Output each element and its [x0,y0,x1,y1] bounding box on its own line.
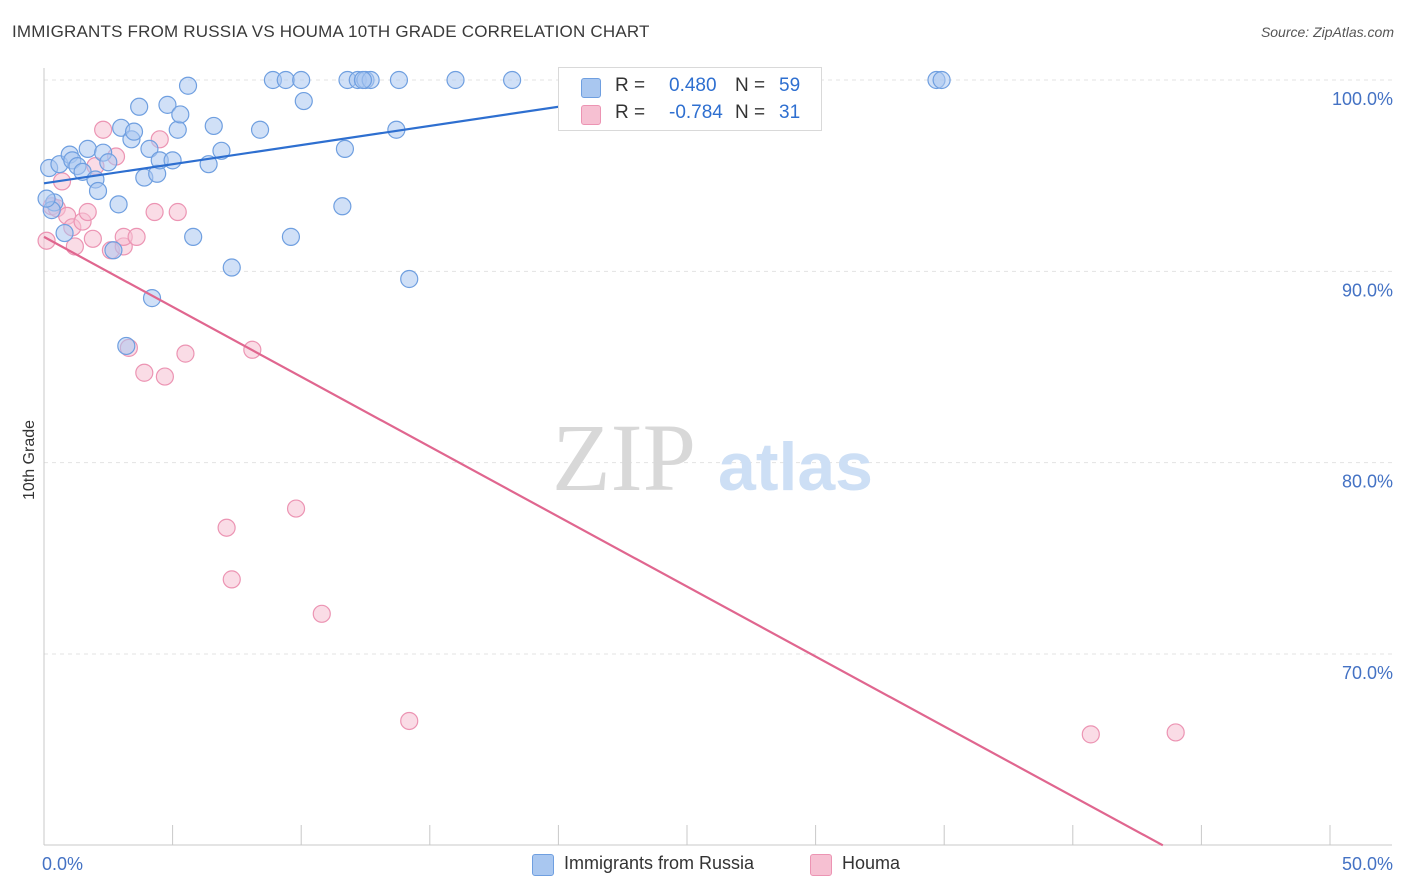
russia-point [503,70,522,90]
russia-point [292,70,311,90]
russia-point [171,105,190,124]
houma-point [83,229,102,248]
y-tick-label: 90.0% [1342,280,1393,300]
houma-point [176,344,195,363]
legend-r-label: R = [615,75,646,96]
houma-point [222,570,241,589]
russia-point [163,151,182,170]
houma-point [286,499,306,518]
houma-point [127,227,146,246]
russia-point [124,122,144,141]
y-tick-label: 70.0% [1342,663,1393,683]
russia-point [353,70,373,90]
russia-legend-label: Immigrants from Russia [564,853,755,873]
houma-point [94,120,113,139]
houma-point [217,518,236,537]
houma-points [37,120,1185,744]
houma-point [1081,725,1100,744]
russia-point [212,141,231,160]
russia-point [99,153,118,172]
y-axis-title: 10th Grade [21,420,38,500]
y-tick-label: 100.0% [1332,89,1393,109]
y-tick-label: 80.0% [1342,472,1393,492]
watermark-zip: ZIP [552,404,696,511]
russia-point [389,70,409,90]
russia-point [117,336,136,356]
russia-point [400,269,419,289]
stats-legend: R = 0.480 N = 59 R = -0.784 N = 31 [558,67,822,131]
russia-point [281,227,301,246]
legend-n-label: N = [735,75,766,96]
watermark-atlas: atlas [718,429,873,505]
chart-title: IMMIGRANTS FROM RUSSIA VS HOUMA 10TH GRA… [12,22,650,41]
legend-n-value: 59 [779,75,801,96]
houma-point [1166,723,1185,742]
russia-point [932,70,951,90]
houma-point [145,202,164,222]
russia-point [109,195,128,214]
houma-point [400,711,419,731]
legend-r-value: -0.784 [669,102,723,123]
russia-point [333,197,352,216]
houma-swatch [581,105,601,125]
russia-point [446,70,465,90]
legend-n-label: N = [735,102,766,123]
russia-point [168,120,187,139]
legend-n-value: 31 [779,102,801,123]
russia-point [158,95,177,114]
houma-point [155,367,174,386]
russia-points [37,70,951,356]
legend-r-label: R = [615,102,646,123]
houma-point [312,604,331,623]
houma-point [78,202,97,222]
houma-point [135,363,154,382]
russia-point [178,76,198,95]
russia-point [104,241,123,260]
russia-point [204,116,223,136]
houma-legend-swatch [810,854,832,876]
x-tick-label: 0.0% [42,854,83,874]
legend-r-value: 0.480 [669,75,717,96]
russia-point [184,227,203,246]
russia-legend-swatch [532,854,554,876]
grid-layer [44,79,1392,655]
houma-legend-label: Houma [842,853,901,873]
source-credit: Source: ZipAtlas.com [1260,24,1394,40]
russia-point [222,258,241,277]
houma-point [37,231,56,250]
russia-swatch [581,78,601,98]
houma-point [168,202,187,222]
russia-point [37,189,56,208]
russia-point [130,97,149,116]
russia-point [276,70,295,90]
russia-point [88,181,108,201]
x-tick-label: 50.0% [1342,854,1393,874]
russia-point [250,120,270,139]
russia-point [78,139,97,158]
russia-point [55,223,74,243]
watermark: ZIP atlas [552,404,873,511]
russia-point [335,139,355,158]
houma-trend-line [43,235,1164,847]
russia-point [294,91,313,111]
russia-point [140,139,159,158]
axis-layer: 100.0% 90.0% 80.0% 70.0% 0.0% 50.0% [42,68,1393,874]
